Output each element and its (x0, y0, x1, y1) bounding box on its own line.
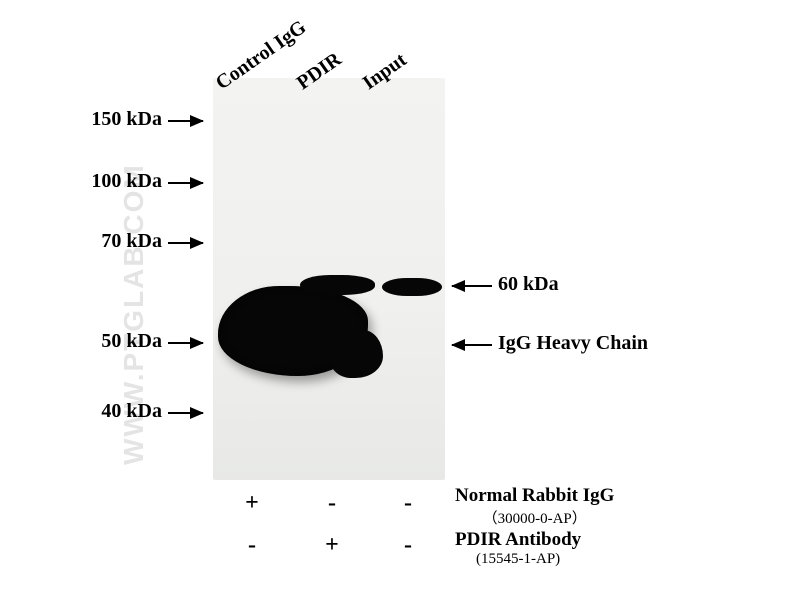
reagent-2-main: PDIR Antibody (455, 529, 581, 550)
reagent-normal-rabbit-igg: Normal Rabbit IgG （30000-0-AP） (455, 485, 614, 528)
reagent-1-main: Normal Rabbit IgG (455, 485, 614, 506)
band-input-60kda (382, 278, 442, 296)
pm-r1-c2: - (314, 490, 350, 517)
ladder-arrow-50 (168, 342, 203, 344)
ladder-100kda: 100 kDa (62, 170, 162, 193)
ladder-arrow-150 (168, 120, 203, 122)
anno-arrow-60kda (452, 285, 492, 287)
reagent-1-sub: （30000-0-AP） (455, 507, 614, 528)
reagent-2-sub: (15545-1-AP) (455, 551, 581, 568)
anno-60kda: 60 kDa (498, 273, 559, 296)
pm-r2-c2: + (314, 532, 350, 559)
band-pdir-heavy-tail (328, 330, 383, 378)
pm-r1-c1: + (234, 490, 270, 517)
pm-r2-c3: - (390, 532, 426, 559)
ladder-50kda: 50 kDa (72, 330, 162, 353)
band-pdir-60kda (300, 275, 375, 295)
pm-r2-c1: - (234, 532, 270, 559)
ladder-150kda: 150 kDa (62, 108, 162, 131)
anno-igg-heavy: IgG Heavy Chain (498, 332, 648, 355)
ladder-70kda: 70 kDa (72, 230, 162, 253)
ladder-arrow-40 (168, 412, 203, 414)
figure-root: WWW.PTGLAB.COM Control IgG PDIR Input 15… (0, 0, 800, 600)
reagent-pdir-antibody: PDIR Antibody (15545-1-AP) (455, 529, 581, 568)
ladder-40kda: 40 kDa (72, 400, 162, 423)
ladder-arrow-70 (168, 242, 203, 244)
anno-arrow-igg-heavy (452, 344, 492, 346)
pm-r1-c3: - (390, 490, 426, 517)
ladder-arrow-100 (168, 182, 203, 184)
